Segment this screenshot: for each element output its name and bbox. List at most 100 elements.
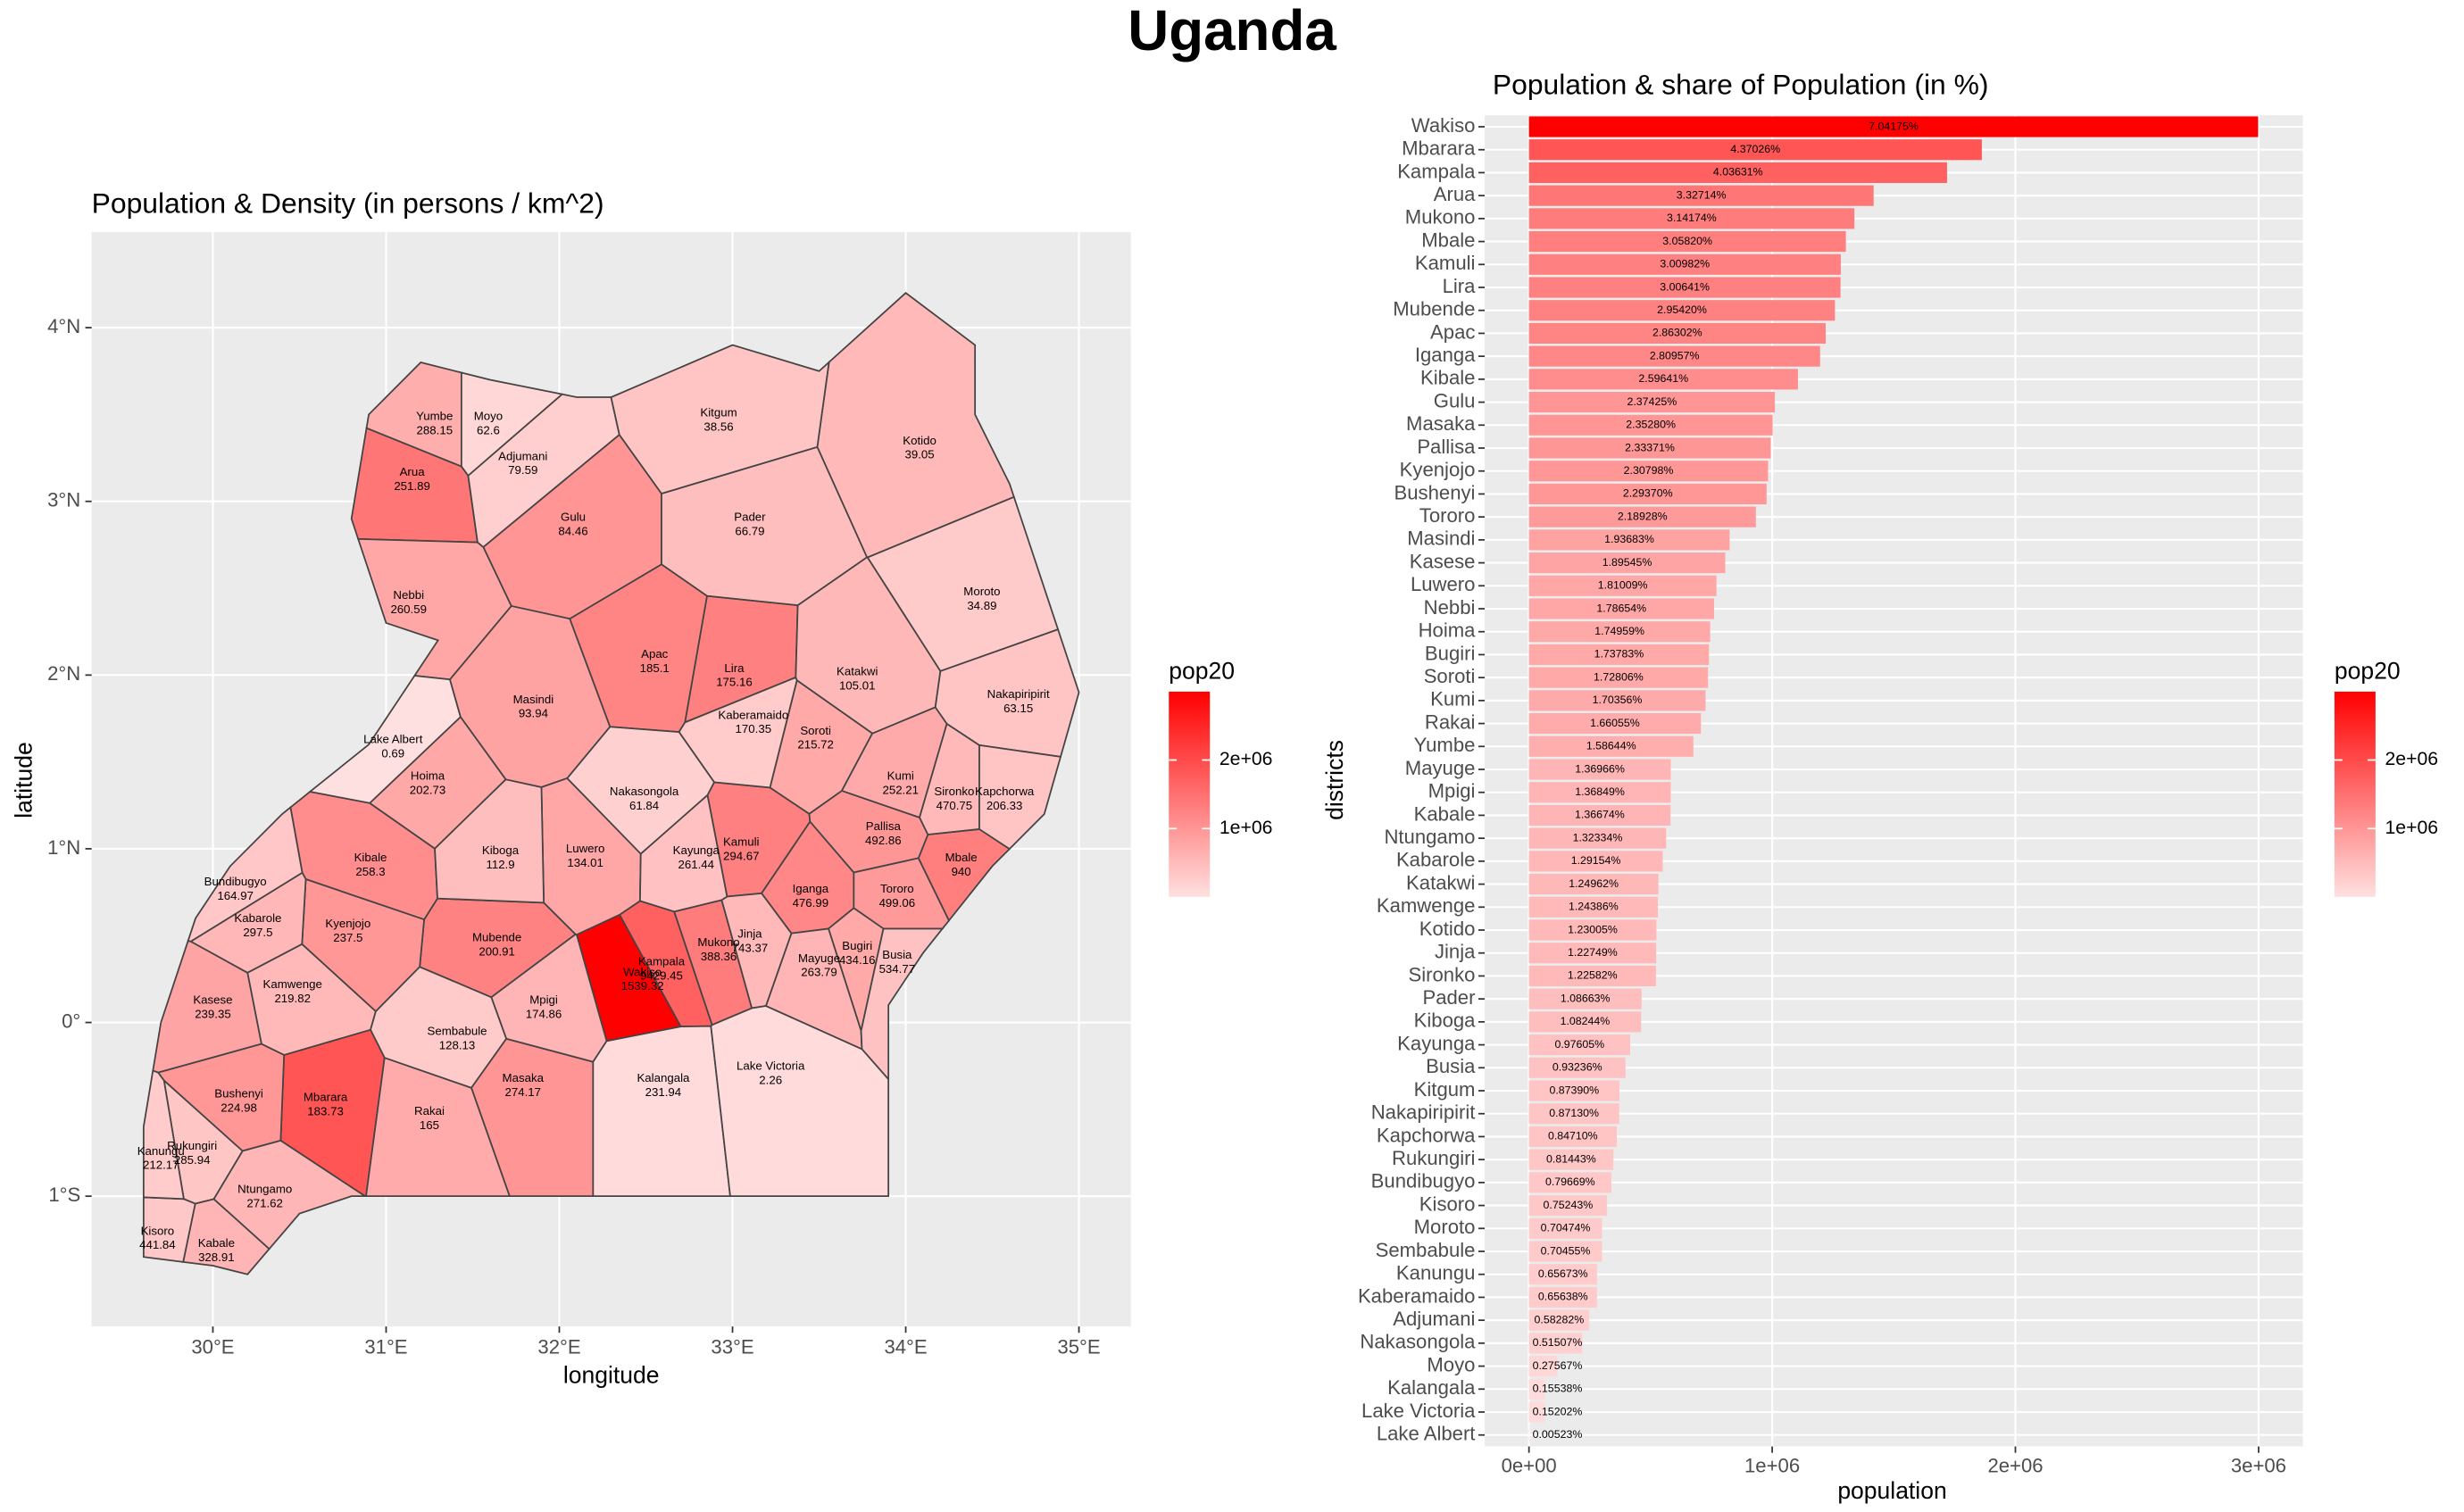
density-label: 274.17 [504,1085,541,1099]
bar [1528,1034,1630,1056]
district-name: Kamuli [723,835,760,848]
district [365,361,462,468]
y-tick-label: Pallisa [1417,436,1476,458]
y-tick-label: Luwero [1411,573,1476,595]
bar [1528,782,1671,803]
y-tick-label: Kanungu [1396,1262,1476,1284]
density-label: 61.84 [629,799,659,812]
bar [1528,1425,1530,1446]
legend-colorbar [1169,691,1211,897]
share-label: 3.00982% [1660,258,1710,270]
share-label: 2.86302% [1652,327,1702,339]
bar [1528,1286,1597,1308]
district-name: Lira [724,661,745,675]
y-tick-label: 1°S [48,1184,80,1206]
density-label: 492.86 [865,834,902,847]
share-label: 4.03631% [1713,166,1763,179]
x-tick-label: 33°E [711,1336,753,1358]
y-tick-label: Bundibugyo [1371,1170,1476,1192]
y-tick-label: 1°N [47,836,80,859]
district-name: Mukono [697,935,739,949]
y-tick-label: Moroto [1414,1216,1476,1238]
density-label: 105.01 [839,679,876,693]
y-tick-label: Wakiso [1411,114,1476,137]
share-label: 1.70356% [1593,694,1643,706]
share-label: 1.32334% [1573,831,1623,843]
bar [1528,644,1710,666]
density-label: 219.82 [274,992,311,1005]
bar [1528,1149,1614,1170]
bar-x-label: population [1837,1477,1946,1504]
share-label: 1.22582% [1568,969,1618,982]
share-label: 1.29154% [1571,854,1621,867]
x-tick-label: 0e+00 [1502,1454,1557,1476]
bar [1528,185,1874,206]
density-label: 251.89 [394,479,430,493]
share-label: 2.59641% [1638,372,1688,385]
density-label: 215.72 [797,738,834,752]
y-tick-label: Mayuge [1405,757,1476,779]
density-label: 38.56 [703,420,733,434]
district [460,371,564,478]
share-label: 2.35280% [1626,419,1676,431]
y-tick-label: Kumi [1430,688,1475,710]
share-label: 2.33371% [1625,441,1675,453]
density-label: 206.33 [986,799,1023,812]
district-name: Jinja [737,927,762,941]
district-name: Pader [734,510,766,523]
y-tick-label: Busia [1426,1055,1476,1077]
bar [1528,1011,1642,1033]
district-name: Kitgum [700,406,737,420]
y-tick-label: Kapchorwa [1377,1124,1476,1146]
y-tick-label: Kalangala [1387,1376,1476,1399]
density-label: 328.91 [198,1250,235,1264]
y-tick-label: 2°N [47,662,80,685]
share-label: 3.05820% [1662,235,1712,247]
share-label: 3.32714% [1677,188,1727,201]
district-name: Kalangala [637,1071,690,1084]
share-label: 0.87390% [1549,1084,1599,1096]
density-label: 202.73 [410,783,446,796]
bar [1528,392,1776,413]
density-label: 200.91 [479,944,515,958]
share-label: 7.04175% [1869,120,1919,132]
share-label: 1.24386% [1569,901,1619,913]
y-tick-label: Rukungiri [1392,1147,1475,1169]
district-name: Kotido [903,434,936,447]
share-label: 4.37026% [1730,143,1780,155]
y-tick-label: 3°N [47,489,80,511]
density-label: 128.13 [439,1038,476,1051]
district-name: Moyo [474,410,503,423]
y-tick-label: Masaka [1406,412,1476,435]
bar [1528,483,1767,505]
density-label: 39.05 [904,448,934,461]
bar [1528,1217,1602,1239]
district-name: Iganga [793,882,829,895]
density-label: 271.62 [246,1197,283,1210]
share-label: 2.30798% [1624,464,1674,477]
bar-title: Population & share of Population (in %) [1493,69,1989,101]
share-label: 0.51507% [1533,1336,1583,1349]
bar [1528,300,1836,321]
district-name: Katakwi [837,665,878,678]
y-tick-label: Sironko [1408,963,1475,985]
district-name: Kiboga [482,843,520,857]
density-label: 288.15 [417,423,454,436]
bar [1528,461,1769,482]
density-label: 34.89 [967,599,996,612]
share-label: 2.95420% [1657,303,1707,316]
district-name: Sironko [934,785,974,798]
y-tick-label: Bugiri [1425,642,1476,664]
y-tick-label: Kamuli [1415,252,1476,274]
district [212,1139,368,1250]
density-label: 534.77 [879,962,916,976]
y-tick-label: Kayunga [1397,1032,1476,1054]
bar [1528,529,1730,551]
district-name: Kabarole [234,911,281,925]
share-label: 1.22749% [1568,946,1618,959]
y-tick-label: 4°N [47,315,80,337]
y-tick-label: Kamwenge [1377,894,1476,917]
y-tick-label: Kaberamaido [1358,1284,1476,1307]
district-name: Bushenyi [214,1087,263,1101]
share-label: 2.18928% [1618,510,1668,522]
